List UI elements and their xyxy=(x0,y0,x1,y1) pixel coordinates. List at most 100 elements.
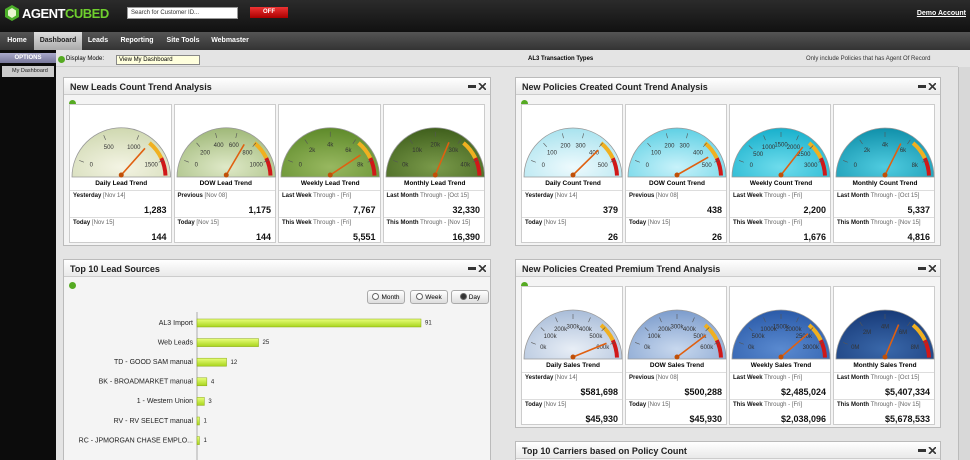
gauge-dial xyxy=(731,309,831,360)
gauge-tick xyxy=(907,139,911,145)
gauge-tick-label: 3000k xyxy=(803,345,820,351)
display-mode-select[interactable]: View My Dashboard xyxy=(116,55,200,65)
nav-tab[interactable]: Reporting xyxy=(120,37,154,44)
gauge-tick xyxy=(288,160,293,163)
gauge-tick xyxy=(103,135,106,141)
gauge-title: Weekly Lead Trend xyxy=(300,180,360,187)
radio-dot xyxy=(372,293,380,300)
stat-name: Previous xyxy=(177,193,203,199)
stat-label: Last Month Through - [Oct 15] xyxy=(837,375,919,381)
stat-value: $5,407,334 xyxy=(884,387,930,397)
gauge-tick xyxy=(859,139,863,145)
gauge-card: 0k 10k 20k 30k 40k Monthly Lead Trend Last Mon… xyxy=(382,104,485,243)
panel-controls[interactable] xyxy=(918,447,936,454)
panel-controls[interactable] xyxy=(918,265,936,272)
stat-label: This Week Through - [Fri] xyxy=(733,402,802,408)
gauge-tick-label: 400 xyxy=(213,143,224,149)
gauge-tick xyxy=(251,142,256,147)
radio-dot xyxy=(459,293,467,300)
filter-checkbox[interactable]: Only include Policies that has Agent Of … xyxy=(806,56,931,62)
period-radio[interactable]: Day xyxy=(451,290,489,304)
bar xyxy=(196,338,259,347)
scrollbar[interactable] xyxy=(958,67,970,460)
gauge-tick xyxy=(555,317,558,323)
panel-controls[interactable] xyxy=(468,265,486,272)
period-radio[interactable]: Month xyxy=(367,290,405,304)
panel-controls[interactable] xyxy=(468,83,486,90)
gauge-needle xyxy=(780,146,804,176)
stat-row: Last Week Through - [Fri] $2,485,024 xyxy=(730,372,830,399)
period-label: Week xyxy=(425,294,442,301)
gauge-tick-label: 1000k xyxy=(760,327,777,333)
gauge: 0k500k1000k1500k2000k2500k3000k xyxy=(731,309,831,360)
stat-value: 144 xyxy=(255,232,271,242)
gauge-tick xyxy=(647,142,651,148)
gauge-band xyxy=(599,141,615,160)
stat-name: Last Month xyxy=(386,193,419,199)
stat-date: Through - [Nov 15] xyxy=(870,402,921,408)
gauge-band xyxy=(714,157,723,176)
gauge-band xyxy=(703,323,719,342)
toggle-button[interactable]: OFF xyxy=(250,7,288,18)
gauge-tick-label: 100 xyxy=(651,150,662,156)
stat-name: Yesterday xyxy=(525,375,554,381)
gauge-tick-label: 500k xyxy=(693,334,707,340)
logo-part: CUBED xyxy=(65,6,109,21)
gauge-hub xyxy=(882,354,888,360)
gauge-tick-label: 6M xyxy=(899,330,907,336)
gauge: 0 2k 4k 6k 8k xyxy=(280,127,380,178)
gauge-tick xyxy=(705,327,710,332)
bar-value: 3 xyxy=(208,399,212,405)
panel-controls[interactable] xyxy=(918,83,936,90)
gauge-tick xyxy=(610,160,615,163)
sidebar-item[interactable]: My Dashboard xyxy=(2,66,54,77)
bar-value: 1 xyxy=(203,419,207,425)
gauge-title: Monthly Sales Trend xyxy=(853,362,917,369)
nav-tab[interactable]: Home xyxy=(7,37,27,44)
help-icon[interactable] xyxy=(69,282,76,289)
gauge-tick xyxy=(859,321,863,327)
gauge-tick-label: 200k xyxy=(554,327,568,333)
minimize-icon xyxy=(918,267,926,270)
stat-row: Yesterday [Nov 14] 1,283 xyxy=(70,190,171,217)
period-radio[interactable]: Week xyxy=(410,290,448,304)
stat-name: This Month xyxy=(837,402,869,408)
display-mode-label: Display Mode: xyxy=(66,56,105,62)
nav-bar: Home Dashboard Leads Reporting Site Tools Web… xyxy=(0,32,970,50)
gauge-tick xyxy=(543,142,547,148)
stat-name: This Week xyxy=(282,220,312,226)
stat-date: [Nov 08] xyxy=(204,193,227,199)
gauge-title: Daily Lead Trend xyxy=(95,180,148,187)
panel-title: Top 10 Lead Sources xyxy=(70,264,160,274)
stat-row: Last Week Through - [Fri] 7,767 xyxy=(279,190,380,217)
gauge: 0M 2M 4M 6M 8M xyxy=(835,309,935,360)
search-box[interactable]: Search for Customer ID... xyxy=(127,7,238,19)
close-icon xyxy=(478,265,486,272)
gauge-title: DOW Sales Trend xyxy=(649,362,705,369)
gauge-hub xyxy=(778,354,784,360)
sidebar-title[interactable]: OPTIONS xyxy=(0,53,56,63)
panel: New Policies Created Count Trend Analysi… xyxy=(515,77,941,246)
transaction-types[interactable]: AL3 Transaction Types xyxy=(528,56,594,62)
gauge-tick xyxy=(809,145,814,150)
account-link[interactable]: Demo Account xyxy=(916,10,966,17)
gauge-tick-label: 100 xyxy=(547,150,558,156)
bar-value: 12 xyxy=(231,360,238,366)
stat-label: Today [Nov 15] xyxy=(629,402,670,408)
stat-value: 1,676 xyxy=(803,232,826,242)
bar-label: AL3 Import xyxy=(159,320,193,327)
bar xyxy=(196,397,205,406)
nav-tab[interactable]: Webmaster xyxy=(211,37,249,44)
panel-title: Top 10 Carriers based on Policy Count xyxy=(522,446,687,456)
nav-tab[interactable]: Dashboard xyxy=(34,32,82,50)
gauge-tick-label: 2M xyxy=(863,330,871,336)
gauge-hub xyxy=(432,172,438,178)
gauge-tick-label: 1000 xyxy=(762,145,776,151)
stat-name: This Week xyxy=(733,402,763,408)
period-label: Day xyxy=(468,294,481,301)
nav-tab[interactable]: Site Tools xyxy=(166,37,200,44)
gauge-title: DOW Count Trend xyxy=(649,180,705,187)
nav-tab[interactable]: Leads xyxy=(87,37,109,44)
stat-date: Through - [Oct 15] xyxy=(420,193,469,199)
gauge-band xyxy=(922,339,931,358)
